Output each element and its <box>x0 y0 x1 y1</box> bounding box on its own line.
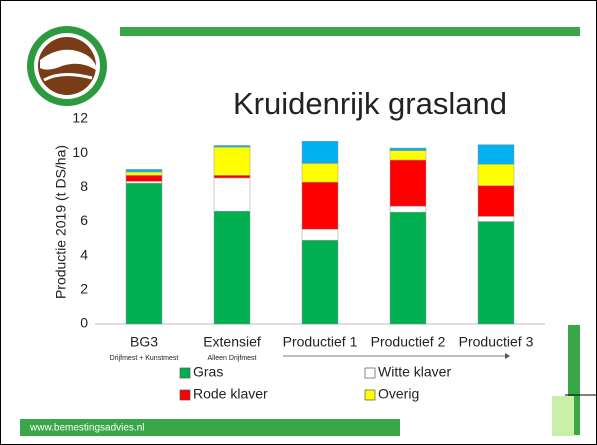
bar-segment <box>213 145 251 148</box>
bar-segment <box>213 177 251 212</box>
y-tick-label: 12 <box>72 110 88 126</box>
bar-segment <box>301 228 339 241</box>
bar-segment <box>389 159 427 207</box>
legend-swatch <box>179 367 191 379</box>
bar-segment <box>125 171 163 176</box>
bar-segment <box>477 185 515 217</box>
y-tick-label: 8 <box>80 178 88 194</box>
y-tick-label: 4 <box>80 246 88 262</box>
bar-segment <box>389 205 427 213</box>
bar-segment <box>389 150 427 161</box>
x-tick-label: Productief 2 <box>371 334 446 350</box>
bar-segment <box>389 147 427 151</box>
bar-segment <box>477 216 515 222</box>
y-tick-label: 0 <box>80 315 88 331</box>
y-tick-label: 6 <box>80 212 88 228</box>
legend-label: Rode klaver <box>193 386 268 402</box>
x-tick-label: BG3 <box>130 334 158 350</box>
bar-segment <box>125 175 163 182</box>
annotation: Alleen Drijfmest <box>207 355 256 362</box>
chart-title: Kruidenrijk grasland <box>233 86 507 121</box>
side-square <box>552 396 574 436</box>
bar-segment <box>477 164 515 186</box>
bar-segment <box>125 182 163 325</box>
logo <box>27 26 107 106</box>
bar-segment <box>213 175 251 179</box>
legend-label: Overig <box>378 386 419 402</box>
bar-segment <box>213 146 251 176</box>
legend-swatch <box>179 389 191 401</box>
footer-bar <box>20 419 400 436</box>
bar-segment <box>301 240 339 325</box>
legend-swatch <box>364 389 376 401</box>
bar-segment <box>477 144 515 165</box>
bar-segment <box>125 169 163 173</box>
bar-segment <box>213 211 251 325</box>
legend-label: Witte klaver <box>378 364 451 380</box>
legend-label: Gras <box>193 364 223 380</box>
x-tick-label: Extensief <box>203 334 261 350</box>
y-axis-label: Productie 2019 (t DS/ha) <box>53 145 69 299</box>
annotation: Drijfmest + Kunstmest <box>110 355 179 362</box>
x-tick-label: Productief 3 <box>459 334 534 350</box>
legend-swatch <box>364 367 376 379</box>
bar-segment <box>301 181 339 230</box>
bar-segment <box>389 211 427 325</box>
y-tick-label: 2 <box>80 281 88 297</box>
footer-text: www.bemestingsadvies.nl <box>29 423 145 434</box>
y-tick-label: 10 <box>72 144 88 160</box>
top-bar <box>120 27 580 36</box>
x-tick-label: Productief 1 <box>283 334 358 350</box>
bar-segment <box>125 181 163 184</box>
bar-segment <box>477 221 515 325</box>
bar-segment <box>301 140 339 164</box>
bar-segment <box>301 163 339 183</box>
arrow-head <box>505 353 510 359</box>
